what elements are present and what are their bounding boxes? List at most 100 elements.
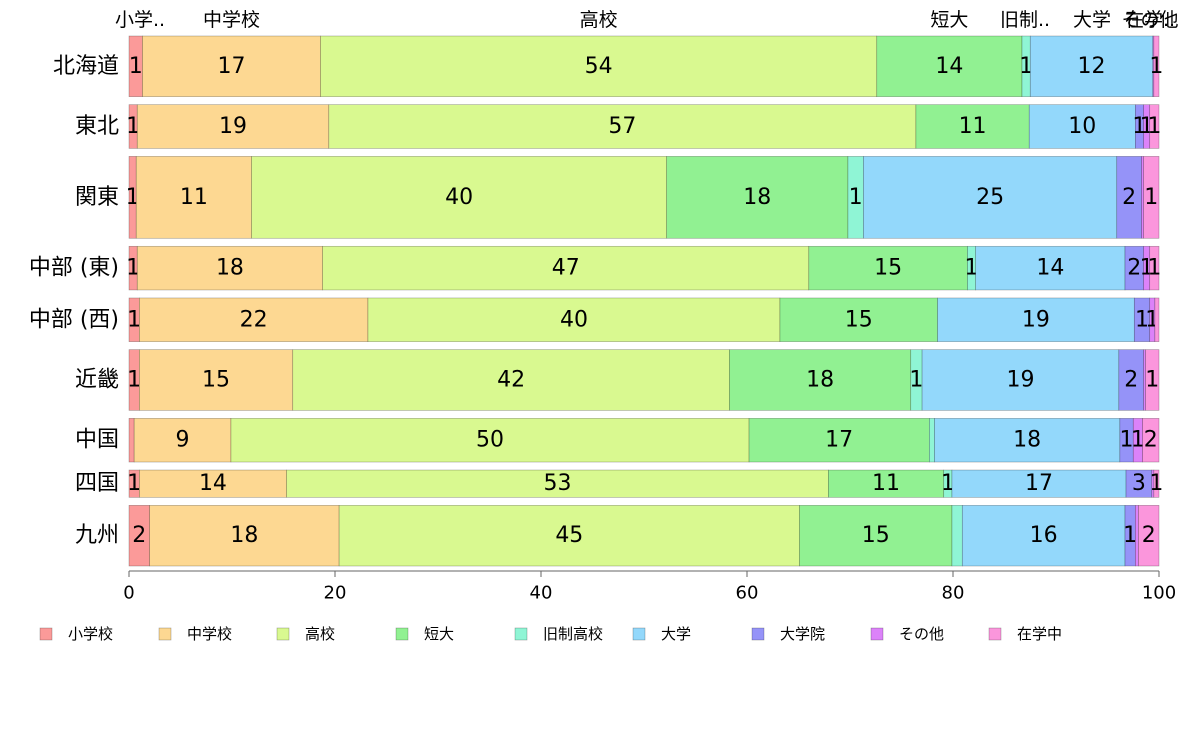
bar-value-label: 10	[1068, 114, 1096, 139]
legend-label: 大学	[661, 625, 691, 643]
bar-value-label: 1	[965, 256, 979, 281]
bar-value-label: 1	[1144, 185, 1158, 210]
x-tick-label: 80	[942, 583, 965, 604]
legend-label: 高校	[305, 625, 335, 643]
bar-segment-6-5	[934, 418, 1121, 463]
bar-segment-1-1	[136, 104, 330, 149]
bar-value-label: 1	[127, 307, 141, 332]
legend-item-7: その他	[870, 625, 944, 643]
bar-value-label: 15	[874, 256, 902, 281]
bar-value-label: 2	[1122, 185, 1136, 210]
bar-segment-2-8	[1143, 156, 1160, 239]
bar-segment-4-8	[1154, 297, 1160, 342]
bar-row-7: 1 14 53 11 1 17 3 1	[127, 469, 1163, 498]
bar-segment-8-3	[799, 505, 953, 567]
bar-value-label: 1	[127, 367, 141, 392]
bar-segment-1-5	[1028, 104, 1136, 149]
bar-value-label: 53	[543, 471, 571, 496]
legend: 小学校 中学校 高校 短大 旧制高校 大学 大学院 その他 在学中	[39, 625, 1062, 643]
bar-value-label: 45	[555, 523, 583, 548]
bar-value-label: 16	[1030, 523, 1058, 548]
bar-value-label: 12	[1078, 54, 1106, 79]
legend-label: 大学院	[780, 625, 825, 643]
bar-segment-5-1	[139, 349, 294, 411]
bar-row-1: 1 19 57 11 10 111	[126, 104, 1161, 149]
top-series-label: 大学	[1073, 9, 1111, 31]
legend-label: 短大	[424, 625, 454, 643]
bar-value-label: 1	[1145, 367, 1159, 392]
bar-value-label: 18	[230, 523, 258, 548]
bar-value-label: 1	[126, 256, 140, 281]
bar-value-label: 19	[1022, 307, 1050, 332]
legend-swatch	[39, 627, 53, 641]
bar-value-label: 40	[560, 307, 588, 332]
bar-value-label: 2	[1124, 367, 1138, 392]
bar-value-label: 19	[1006, 367, 1034, 392]
bar-segment-5-6	[1118, 349, 1144, 411]
bar-value-label: 1	[849, 185, 863, 210]
bar-value-label: 18	[743, 185, 771, 210]
legend-item-0: 小学校	[39, 625, 113, 643]
bar-value-label: 1	[126, 185, 140, 210]
top-labels: 小学.. 中学校 高校 短大 旧制.. 大学 在学..その他	[115, 9, 1179, 31]
bar-segment-7-8	[1153, 469, 1160, 498]
bar-value-label: 1	[129, 54, 143, 79]
legend-item-5: 大学	[632, 625, 691, 643]
bar-segment-7-2	[286, 469, 829, 498]
bar-value-label: 2	[1142, 523, 1156, 548]
legend-swatch	[632, 627, 646, 641]
bar-segment-3-8	[1149, 245, 1160, 291]
bar-segment-2-7	[1141, 156, 1144, 239]
bar-value-label: 42	[497, 367, 525, 392]
bar-segment-5-2	[292, 349, 730, 411]
legend-label: その他	[899, 625, 944, 643]
bar-segment-6-4	[929, 418, 935, 463]
bar-value-label: 3	[1132, 471, 1146, 496]
legend-label: 小学校	[68, 625, 113, 643]
bar-value-label: 9	[176, 428, 190, 453]
category-label: 四国	[75, 471, 119, 496]
bar-value-label: 17	[217, 54, 245, 79]
legend-swatch	[988, 627, 1002, 641]
bar-value-label: 2	[132, 523, 146, 548]
bar-value-label: 17	[825, 428, 853, 453]
legend-swatch	[395, 627, 409, 641]
bar-value-label: 18	[216, 256, 244, 281]
bar-segment-1-8	[1149, 104, 1160, 149]
bar-value-label: 11	[872, 471, 900, 496]
legend-item-8: 在学中	[988, 625, 1062, 643]
x-tick-label: 40	[530, 583, 553, 604]
bar-value-label: 1	[127, 471, 141, 496]
bar-row-6: 9 50 17 18 112	[128, 418, 1160, 463]
legend-item-2: 高校	[276, 625, 335, 643]
bar-value-label: 11	[180, 185, 208, 210]
legend-item-3: 短大	[395, 625, 454, 643]
bar-segment-3-1	[136, 245, 323, 291]
top-series-label: 小学..	[115, 9, 165, 31]
bar-segment-8-7	[1135, 505, 1139, 567]
bar-value-label: 47	[552, 256, 580, 281]
bar-segment-2-2	[251, 156, 667, 239]
bar-value-label: 14	[199, 471, 227, 496]
category-label: 中部 (西)	[29, 307, 119, 332]
legend-label: 中学校	[187, 625, 232, 643]
bar-segment-2-3	[666, 156, 849, 239]
bar-row-0: 1 17 54 14 1 12 1	[129, 35, 1163, 97]
bar-segment-1-3	[915, 104, 1030, 149]
bar-value-label: 1	[1147, 114, 1161, 139]
bar-value-label: 15	[202, 367, 230, 392]
legend-item-4: 旧制高校	[514, 625, 603, 643]
category-label: 関東	[75, 185, 119, 210]
x-tick-label: 20	[324, 583, 347, 604]
bar-segment-6-0	[128, 418, 135, 463]
bar-value-label: 1	[1149, 54, 1163, 79]
legend-label: 旧制高校	[543, 625, 603, 643]
bar-segment-5-5	[921, 349, 1120, 411]
bar-value-label: 1	[1131, 428, 1145, 453]
bar-segment-2-5	[863, 156, 1118, 239]
bar-segment-4-2	[367, 297, 781, 342]
legend-item-1: 中学校	[158, 625, 232, 643]
bar-value-label: 1	[909, 367, 923, 392]
bar-value-label: 40	[445, 185, 473, 210]
